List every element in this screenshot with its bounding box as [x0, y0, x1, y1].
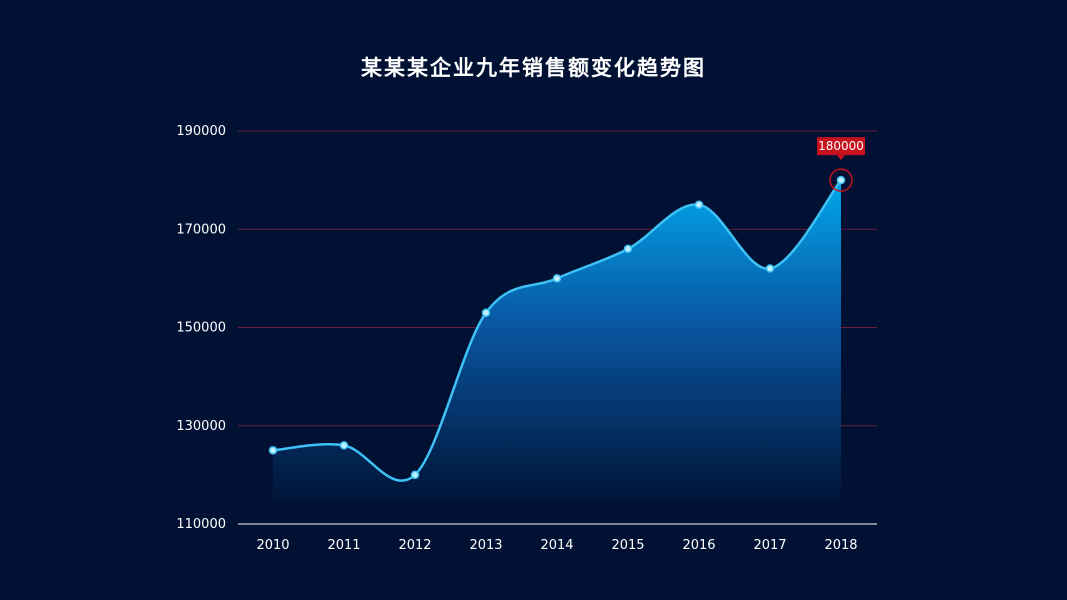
area-fill	[273, 180, 841, 500]
data-point	[339, 441, 349, 450]
y-tick-label: 170000	[176, 222, 226, 237]
y-tick-label: 110000	[176, 517, 226, 532]
x-tick-label: 2015	[611, 538, 644, 553]
y-tick-label: 190000	[176, 124, 226, 139]
x-tick-label: 2011	[327, 538, 360, 553]
data-point	[836, 175, 846, 185]
label-layer: 180000	[817, 137, 865, 161]
x-tick-label: 2016	[682, 538, 715, 553]
chart-title: 某某某企业九年销售额变化趋势图	[361, 56, 706, 80]
x-tick-label: 2014	[540, 538, 573, 553]
x-tick-label: 2018	[824, 538, 857, 553]
data-point	[552, 274, 562, 283]
data-point	[694, 200, 704, 209]
point-layer	[268, 168, 853, 480]
value-badge	[817, 137, 865, 156]
x-tick-label: 2012	[398, 538, 431, 553]
x-tick-label: 2013	[469, 538, 502, 553]
highlight-ring	[829, 168, 853, 192]
data-point	[410, 470, 420, 480]
value-badge-pointer	[837, 155, 845, 161]
y-tick-label: 150000	[176, 321, 226, 336]
area-layer	[272, 179, 842, 500]
x-tick-label: 2017	[753, 538, 786, 553]
axis-layer: 110000 130000 150000 170000 190000 2010 2011 20…	[176, 124, 877, 553]
data-point	[481, 308, 491, 318]
data-point	[765, 264, 775, 273]
x-tick-label: 2010	[256, 538, 289, 553]
value-badge-label: 180000	[818, 139, 864, 153]
data-point	[268, 446, 278, 455]
y-tick-label: 130000	[176, 419, 226, 434]
data-point	[623, 244, 633, 254]
